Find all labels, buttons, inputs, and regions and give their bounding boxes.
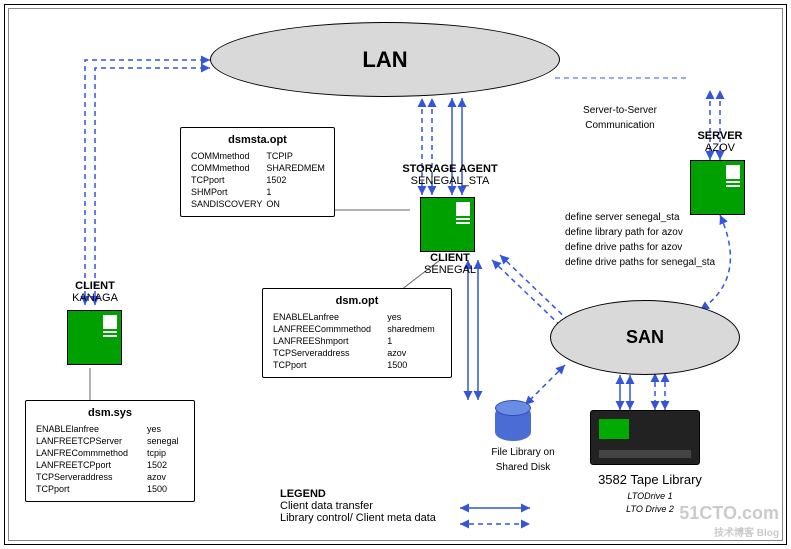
file-lib-label: File Library on Shared Disk <box>478 445 568 475</box>
legend-l1: Client data transfer <box>280 500 436 512</box>
storage-agent-label: STORAGE AGENT SENEGAL_STA <box>385 163 515 187</box>
server-icon <box>690 160 745 215</box>
storage-agent-name: SENEGAL_STA <box>385 175 515 187</box>
server-name: AZOV <box>680 142 760 154</box>
dsmsys-title: dsm.sys <box>34 407 186 419</box>
dsmopt-box: dsm.opt ENABLELanfreeyes LANFREECommmeth… <box>262 288 452 378</box>
comm-label: Server-to-Server Communication <box>560 103 680 133</box>
legend-title: LEGEND <box>280 488 436 500</box>
storage-agent-title: STORAGE AGENT <box>385 163 515 175</box>
tape-library-icon <box>590 410 700 465</box>
dsmopt-table: ENABLELanfreeyes LANFREECommmethodshared… <box>271 311 443 371</box>
watermark: 51CTO.com 技术博客 Blog <box>679 503 779 539</box>
senegal-client-name: SENEGAL <box>410 264 490 276</box>
kanaga-title: CLIENT <box>55 280 135 292</box>
legend-l2: Library control/ Client meta data <box>280 512 436 524</box>
dsmopt-title: dsm.opt <box>271 295 443 307</box>
kanaga-name: KANAGA <box>55 292 135 304</box>
server-label: SERVER AZOV <box>680 130 760 154</box>
senegal-icon <box>420 197 475 252</box>
dsmsta-title: dsmsta.opt <box>189 134 326 146</box>
lan-cloud: LAN <box>210 22 560 97</box>
server-title: SERVER <box>680 130 760 142</box>
define-lines: define server senegal_sta define library… <box>565 210 765 270</box>
tape-title: 3582 Tape Library <box>575 470 725 490</box>
dsmsys-table: ENABLElanfreeyes LANFREETCPServersenegal… <box>34 423 186 495</box>
senegal-client-title: CLIENT <box>410 252 490 264</box>
san-cloud: SAN <box>550 300 740 375</box>
kanaga-label: CLIENT KANAGA <box>55 280 135 304</box>
tape-d1: LTODrive 1 <box>575 490 725 504</box>
kanaga-icon <box>67 310 122 365</box>
disk-icon <box>495 405 531 441</box>
senegal-client-label: CLIENT SENEGAL <box>410 252 490 276</box>
dsmsta-box: dsmsta.opt COMMmethodTCPIP COMMmethodSHA… <box>180 127 335 217</box>
legend: LEGEND Client data transfer Library cont… <box>280 488 436 524</box>
dsmsta-table: COMMmethodTCPIP COMMmethodSHAREDMEM TCPp… <box>189 150 327 210</box>
dsmsys-box: dsm.sys ENABLElanfreeyes LANFREETCPServe… <box>25 400 195 502</box>
